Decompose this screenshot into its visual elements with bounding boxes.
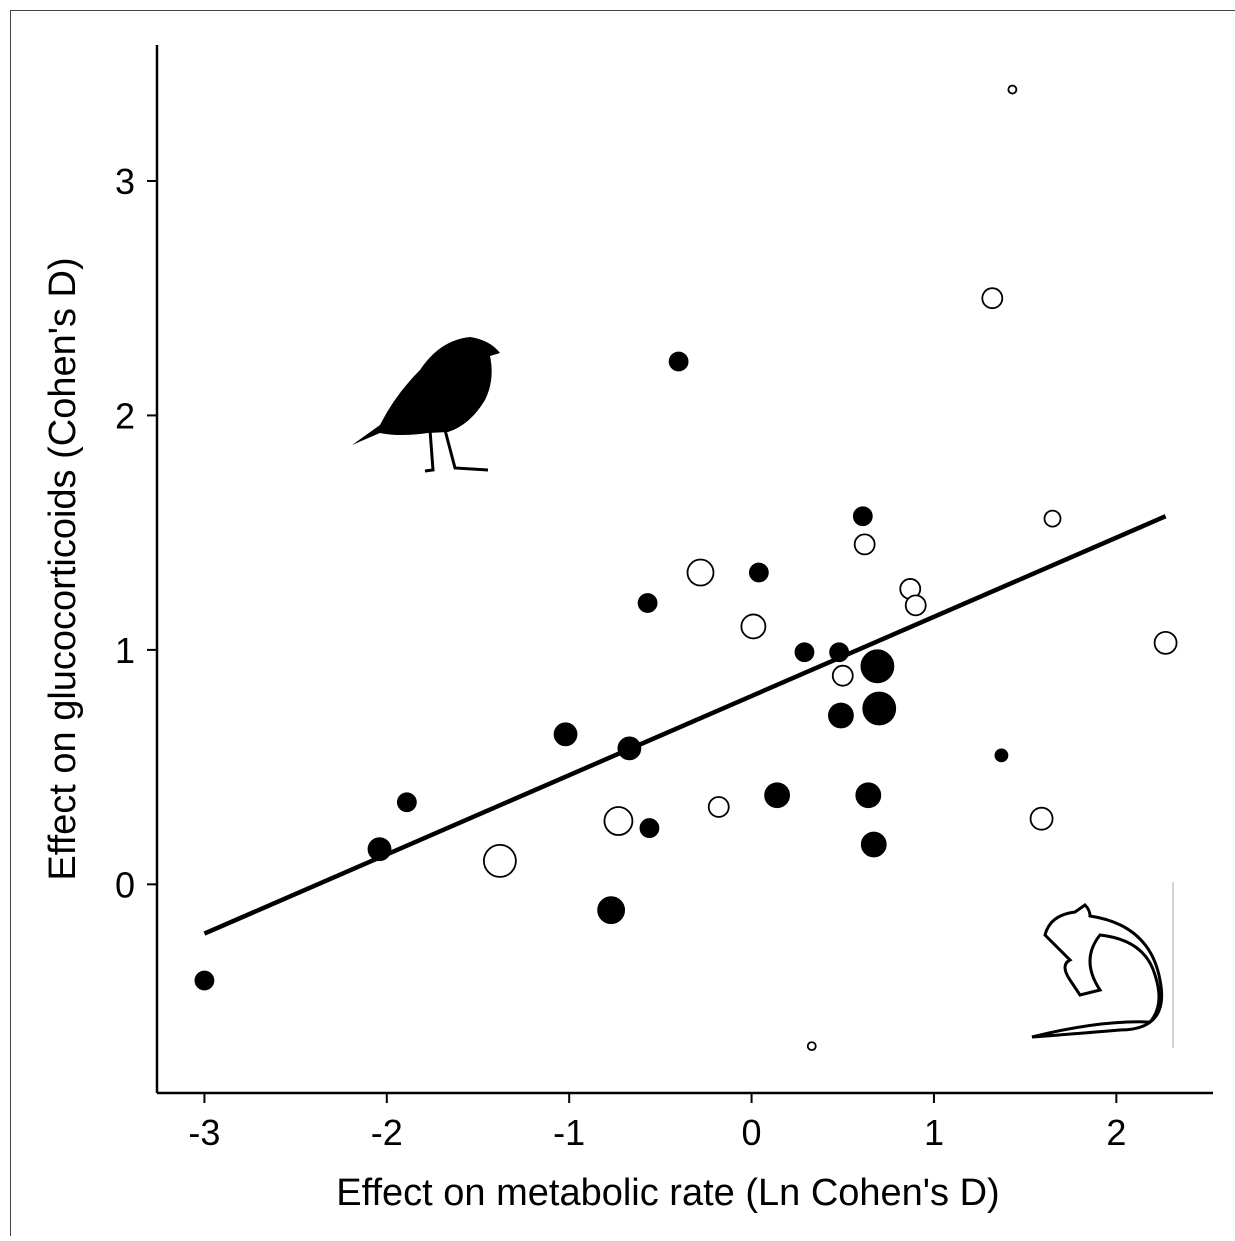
y-tick-label: 2 xyxy=(115,395,135,436)
point xyxy=(1155,632,1177,654)
point xyxy=(741,614,765,638)
point xyxy=(369,838,391,860)
point xyxy=(604,807,632,835)
point xyxy=(195,971,213,989)
point xyxy=(398,793,416,811)
point xyxy=(484,845,516,877)
point xyxy=(829,704,853,728)
point xyxy=(765,783,789,807)
x-tick-label: -1 xyxy=(553,1112,585,1153)
point xyxy=(1045,511,1061,527)
point xyxy=(982,288,1002,308)
point xyxy=(861,650,893,682)
point xyxy=(750,564,768,582)
point xyxy=(830,643,848,661)
point xyxy=(688,560,714,586)
x-tick-label: 0 xyxy=(742,1112,762,1153)
point xyxy=(670,353,688,371)
y-tick-label: 3 xyxy=(115,161,135,202)
point xyxy=(862,832,886,856)
point xyxy=(1008,86,1016,94)
x-axis-label: Effect on metabolic rate (Ln Cohen's D) xyxy=(336,1172,999,1214)
point xyxy=(855,534,875,554)
y-tick-label: 0 xyxy=(115,864,135,905)
point xyxy=(795,643,813,661)
point xyxy=(995,749,1007,761)
point xyxy=(833,666,853,686)
y-axis-label: Effect on glucocorticoids (Cohen's D) xyxy=(42,257,84,880)
fit-line xyxy=(204,516,1165,933)
y-tick-label: 1 xyxy=(115,630,135,671)
point xyxy=(1031,808,1053,830)
point xyxy=(856,783,880,807)
point xyxy=(639,594,657,612)
frame xyxy=(11,11,1235,1237)
x-tick-label: 2 xyxy=(1106,1112,1126,1153)
point xyxy=(709,797,729,817)
x-tick-label: 1 xyxy=(924,1112,944,1153)
point xyxy=(555,723,577,745)
bird-icon xyxy=(352,337,500,471)
point xyxy=(863,692,895,724)
point xyxy=(640,819,658,837)
point xyxy=(906,595,926,615)
point xyxy=(618,737,640,759)
point xyxy=(598,897,624,923)
x-tick-label: -2 xyxy=(371,1112,403,1153)
point xyxy=(854,507,872,525)
x-tick-label: -3 xyxy=(188,1112,220,1153)
point xyxy=(808,1042,816,1050)
mouse-icon xyxy=(1032,882,1173,1048)
